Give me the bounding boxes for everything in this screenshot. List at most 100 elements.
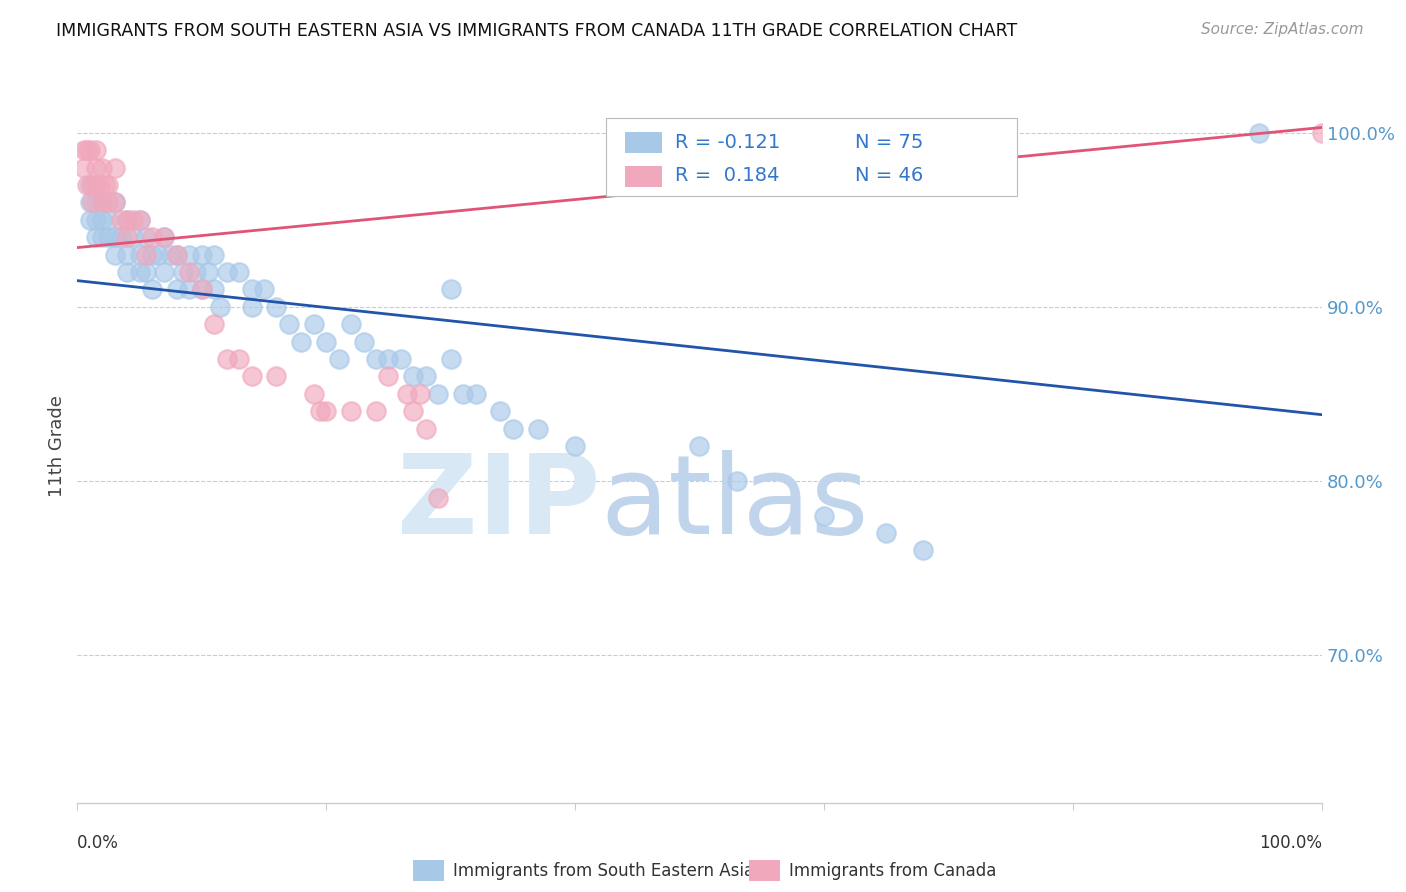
Point xyxy=(451,386,474,401)
Point xyxy=(91,161,114,175)
Text: N = 75: N = 75 xyxy=(855,133,924,152)
Y-axis label: 11th Grade: 11th Grade xyxy=(48,395,66,497)
Point xyxy=(91,212,114,227)
Point xyxy=(79,212,101,227)
Point xyxy=(115,212,138,227)
Point xyxy=(353,334,375,349)
Point xyxy=(153,230,176,244)
Point xyxy=(302,386,325,401)
Bar xyxy=(624,166,662,187)
Point xyxy=(128,212,150,227)
Point xyxy=(489,404,512,418)
Point xyxy=(84,195,107,210)
Point xyxy=(82,178,104,192)
Point xyxy=(328,351,350,366)
Point xyxy=(415,421,437,435)
Point xyxy=(215,351,238,366)
Point xyxy=(141,247,163,261)
Point xyxy=(277,317,299,331)
Point xyxy=(689,439,711,453)
Point xyxy=(179,247,201,261)
Point xyxy=(253,282,276,296)
Point xyxy=(202,247,225,261)
Text: R =  0.184: R = 0.184 xyxy=(675,166,779,185)
Point xyxy=(191,247,214,261)
Point xyxy=(135,230,157,244)
Point xyxy=(153,230,176,244)
Point xyxy=(440,351,463,366)
Point xyxy=(340,404,363,418)
Point xyxy=(115,247,138,261)
Point xyxy=(141,282,163,296)
Point xyxy=(141,230,163,244)
Point xyxy=(79,143,101,157)
Point xyxy=(159,247,181,261)
Text: Immigrants from Canada: Immigrants from Canada xyxy=(789,862,997,880)
Text: 100.0%: 100.0% xyxy=(1258,834,1322,852)
Text: R = -0.121: R = -0.121 xyxy=(675,133,780,152)
Text: Immigrants from South Eastern Asia: Immigrants from South Eastern Asia xyxy=(453,862,754,880)
Point xyxy=(725,474,748,488)
Point xyxy=(290,334,312,349)
Point xyxy=(166,247,188,261)
Point xyxy=(135,247,157,261)
Point xyxy=(464,386,486,401)
Point xyxy=(97,212,120,227)
Point xyxy=(172,265,194,279)
Point xyxy=(440,282,463,296)
Text: IMMIGRANTS FROM SOUTH EASTERN ASIA VS IMMIGRANTS FROM CANADA 11TH GRADE CORRELAT: IMMIGRANTS FROM SOUTH EASTERN ASIA VS IM… xyxy=(56,22,1018,40)
Point xyxy=(377,369,399,384)
Point xyxy=(315,334,337,349)
Point xyxy=(115,265,138,279)
Point xyxy=(427,386,450,401)
Point xyxy=(184,265,207,279)
Point xyxy=(266,300,288,314)
Point xyxy=(91,195,114,210)
Point xyxy=(104,161,127,175)
Point xyxy=(148,247,170,261)
Point xyxy=(179,265,201,279)
Bar xyxy=(624,132,662,153)
Point xyxy=(240,282,263,296)
Point xyxy=(202,317,225,331)
Point xyxy=(302,317,325,331)
Point xyxy=(526,421,548,435)
Point xyxy=(402,369,425,384)
Point xyxy=(104,230,127,244)
Point xyxy=(91,195,114,210)
Point xyxy=(415,369,437,384)
Text: N = 46: N = 46 xyxy=(855,166,924,185)
Text: ZIP: ZIP xyxy=(396,450,600,557)
Point xyxy=(202,282,225,296)
Point xyxy=(340,317,363,331)
Point xyxy=(104,195,127,210)
Point xyxy=(197,265,219,279)
Point xyxy=(122,212,145,227)
Point xyxy=(502,421,524,435)
Point xyxy=(84,143,107,157)
Point xyxy=(84,161,107,175)
Point xyxy=(115,230,138,244)
Point xyxy=(315,404,337,418)
Point xyxy=(122,230,145,244)
Point xyxy=(76,178,98,192)
Point xyxy=(1310,126,1333,140)
Point xyxy=(228,351,250,366)
Point xyxy=(93,178,115,192)
Point xyxy=(364,351,387,366)
Text: Source: ZipAtlas.com: Source: ZipAtlas.com xyxy=(1201,22,1364,37)
Bar xyxy=(413,860,444,881)
Point xyxy=(91,230,114,244)
Point xyxy=(209,300,232,314)
Point xyxy=(427,491,450,506)
Point xyxy=(191,282,214,296)
Point xyxy=(104,195,127,210)
Point xyxy=(408,386,430,401)
Point xyxy=(97,178,120,192)
Point xyxy=(179,282,201,296)
Point xyxy=(76,143,98,157)
Point xyxy=(89,178,111,192)
Point xyxy=(266,369,288,384)
Point xyxy=(72,143,94,157)
Point xyxy=(110,212,132,227)
